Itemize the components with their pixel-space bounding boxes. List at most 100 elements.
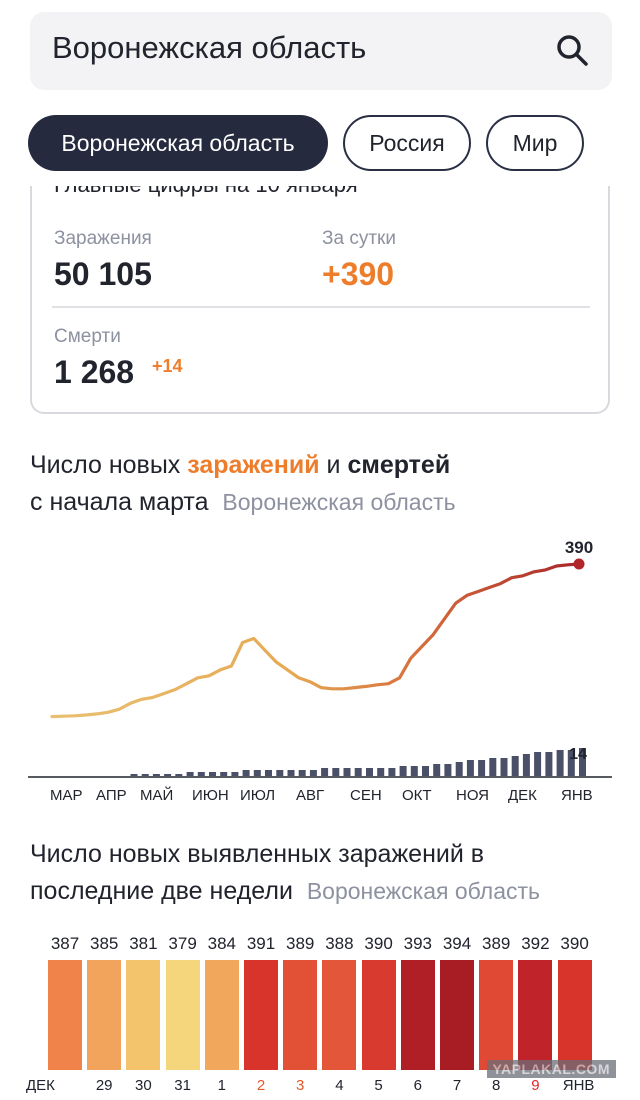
deaths-bar (265, 770, 272, 776)
stats-card: Главные цифры на 10 января Заражения 50 … (30, 186, 610, 414)
deaths-bar (343, 768, 351, 776)
chart1-title-part1: Число новых (30, 451, 188, 479)
day-label: ЯНВ (562, 1077, 595, 1094)
chart1-title-line2: с начала марта (30, 488, 209, 516)
bar-value-label: 384 (207, 934, 236, 953)
month-label: ЯНВ (561, 787, 593, 804)
month-label: ОКТ (402, 787, 432, 804)
deaths-bar (242, 770, 250, 776)
month-label: МАР (50, 787, 83, 804)
bar-value-label: 379 (168, 934, 197, 953)
deaths-bar (220, 772, 228, 776)
bar-value-label: 389 (482, 934, 511, 953)
day-bar[interactable] (361, 960, 396, 1070)
search-icon[interactable] (554, 32, 590, 68)
deaths-bar (579, 748, 586, 776)
month-label: АВГ (296, 787, 325, 804)
bar-value-label: 388 (325, 934, 354, 953)
day-bar[interactable] (557, 960, 592, 1070)
deaths-bar (197, 772, 205, 776)
month-label: НОЯ (456, 787, 490, 804)
bar-value-label: 387 (50, 934, 80, 953)
deaths-bar (141, 774, 149, 776)
deaths-bar (130, 774, 138, 776)
deaths-bar (186, 772, 194, 776)
month-label: МАЙ (140, 787, 174, 804)
infections-last-label: 390 (565, 538, 593, 557)
day-bar[interactable] (440, 960, 474, 1070)
deaths-bar (567, 750, 575, 776)
day-label: 31 (174, 1077, 191, 1094)
deaths-bar (321, 768, 329, 776)
day-bar[interactable] (48, 960, 82, 1070)
deaths-bar (545, 752, 553, 776)
month-label: ИЮН (192, 787, 229, 804)
deaths-bar (556, 750, 564, 776)
search-input[interactable]: Воронежская область (52, 30, 367, 65)
day-label: 2 (256, 1077, 266, 1094)
deaths-bar (354, 768, 362, 776)
day-label: 6 (413, 1077, 422, 1094)
day-label: 5 (374, 1077, 383, 1094)
deaths-bar (466, 760, 474, 776)
deaths-label: Смерти (54, 326, 121, 347)
month-label: ДЕК (508, 787, 537, 804)
deaths-bar (377, 768, 385, 776)
day-bar[interactable] (400, 960, 435, 1070)
bar-value-label: 389 (286, 934, 315, 953)
deaths-bar (534, 752, 542, 776)
day-bar[interactable] (126, 960, 161, 1070)
deaths-bar (410, 766, 418, 776)
chip-russia[interactable]: Россия (343, 115, 471, 171)
deaths-bar (444, 764, 452, 776)
deaths-bar (433, 764, 441, 776)
day-bar[interactable] (244, 960, 278, 1070)
day-bar[interactable] (165, 960, 200, 1070)
deaths-bar (332, 768, 340, 776)
deaths-bar (276, 770, 284, 776)
deaths-bar (175, 774, 183, 776)
deaths-bar (399, 766, 407, 776)
day-bar[interactable] (87, 960, 122, 1070)
chip-world[interactable]: Мир (486, 115, 584, 171)
day-label: 3 (296, 1077, 305, 1094)
infections-last-point (573, 558, 585, 570)
search-bar[interactable]: Воронежская область (30, 12, 612, 90)
deaths-value: 1 268 (54, 354, 135, 390)
day-bar[interactable] (479, 960, 514, 1070)
day-bar[interactable] (518, 960, 553, 1070)
bar-value-label: 393 (403, 934, 432, 953)
day-label: 29 (95, 1077, 113, 1094)
deaths-bar (287, 770, 295, 776)
day-bar[interactable] (322, 960, 357, 1070)
day-bar[interactable] (204, 960, 239, 1070)
deaths-bar (478, 760, 486, 776)
day-label: 8 (492, 1077, 501, 1094)
deaths-bar (388, 768, 396, 776)
infections-line (50, 562, 581, 719)
day-label: ДЕК (26, 1077, 55, 1094)
chip-voronezh[interactable]: Воронежская область (28, 115, 328, 171)
chart1-region: Воронежская область (222, 489, 456, 515)
deaths-bar (455, 762, 463, 776)
deaths-bar (253, 770, 261, 776)
chart1-title-deaths: смертей (347, 451, 451, 479)
deaths-bar (522, 754, 530, 776)
infections-deaths-chart: 390 14 (28, 538, 612, 778)
daily-value: +390 (322, 256, 395, 292)
day-label: 30 (135, 1077, 152, 1094)
deaths-bar (164, 774, 172, 776)
day-bar[interactable] (283, 960, 318, 1070)
day-label: 1 (217, 1077, 226, 1094)
deaths-bar (489, 758, 497, 776)
deaths-bar (500, 758, 508, 776)
bar-value-label: 392 (521, 934, 550, 953)
bar-value-label: 390 (364, 934, 393, 953)
deaths-bar (231, 772, 239, 776)
month-label: АПР (96, 787, 127, 804)
deaths-bar (309, 770, 317, 776)
bar-value-label: 391 (246, 934, 276, 953)
deaths-bar (152, 774, 160, 776)
infections-value: 50 105 (54, 256, 152, 292)
deaths-bar (366, 768, 373, 776)
